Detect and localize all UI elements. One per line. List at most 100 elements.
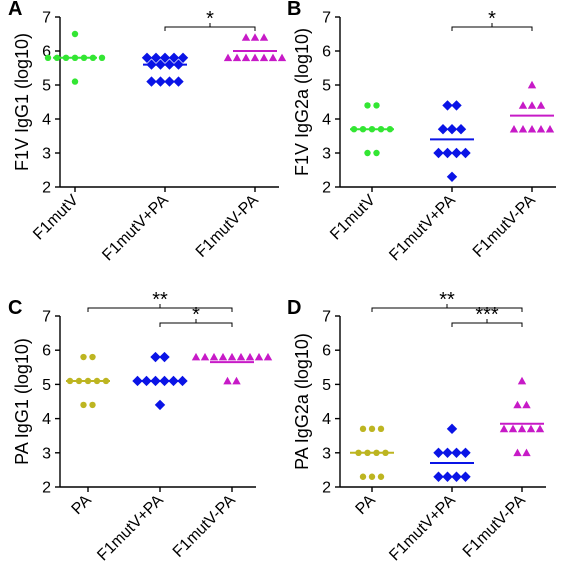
- y-tick-label: 5: [322, 78, 331, 95]
- y-axis-label: F1V IgG1 (log10): [12, 33, 32, 171]
- y-tick-label: 7: [42, 10, 51, 27]
- data-point: [150, 351, 161, 363]
- data-point: [71, 78, 79, 85]
- y-tick-label: 4: [322, 112, 331, 129]
- data-point: [535, 424, 545, 433]
- data-point: [89, 353, 96, 361]
- y-tick-label: 3: [42, 146, 51, 163]
- data-point: [451, 471, 462, 482]
- data-point: [364, 102, 371, 109]
- y-axis-label: F1V IgG2a (log10): [292, 28, 312, 176]
- x-category-label: F1mutV+PA: [386, 192, 459, 265]
- chart-panel-a: A 2 3 4 5 6 7 F1V IgG1 (log10) F1mutV F1mutV+PA F1…: [8, 0, 287, 264]
- x-category-label: F1mutV+PA: [94, 492, 167, 565]
- data-point: [442, 471, 453, 482]
- y-tick-label: 6: [322, 44, 331, 61]
- data-point: [141, 52, 153, 63]
- chart-panel-c: C 2 3 4 5 6 7 PA IgG1 (log10) PA F1mutV+PA F1mutV-…: [8, 289, 273, 565]
- y-axis-label: PA IgG1 (log10): [12, 338, 32, 465]
- y-tick-label: 4: [42, 411, 51, 428]
- data-point: [200, 352, 210, 361]
- y-tick-label: 7: [322, 10, 331, 27]
- x-category-label: F1mutV: [30, 192, 82, 244]
- data-point: [527, 125, 537, 133]
- y-tick-label: 3: [322, 445, 331, 462]
- data-point: [364, 149, 371, 157]
- y-tick-label: 4: [322, 411, 331, 428]
- data-point: [80, 353, 87, 361]
- data-point: [250, 53, 260, 62]
- data-point: [513, 448, 522, 457]
- data-point: [442, 100, 453, 111]
- data-point: [232, 53, 242, 62]
- y-tick-label: 3: [42, 445, 51, 462]
- panel-letter: D: [287, 297, 301, 319]
- data-point: [517, 424, 527, 433]
- data-point: [277, 53, 287, 62]
- data-point: [527, 80, 537, 89]
- x-category-label: F1mutV+PA: [386, 492, 459, 565]
- data-point: [218, 352, 228, 361]
- data-point: [451, 147, 462, 159]
- data-point: [536, 101, 546, 109]
- data-point: [227, 352, 237, 361]
- y-tick-label: 2: [42, 480, 51, 497]
- data-point: [146, 76, 157, 87]
- x-category-label: F1mutV-PA: [170, 492, 239, 561]
- data-point: [460, 447, 471, 458]
- data-point: [373, 149, 380, 157]
- data-point: [460, 471, 471, 482]
- y-tick-label: 7: [322, 309, 331, 326]
- data-point: [159, 52, 171, 63]
- data-point: [442, 147, 453, 159]
- data-point: [455, 124, 467, 135]
- chart-panel-b: B 2 3 4 5 6 7 F1V IgG2a (log10) F1mutV F1mutV+PA F…: [287, 0, 556, 264]
- data-point: [177, 52, 189, 63]
- data-point: [259, 53, 269, 62]
- y-axis-label: PA IgG2a (log10): [292, 333, 312, 470]
- data-point: [451, 447, 462, 458]
- data-point: [191, 352, 201, 361]
- data-point: [168, 52, 180, 63]
- data-point: [159, 351, 170, 363]
- data-point: [263, 352, 273, 361]
- data-point: [522, 400, 531, 409]
- data-point: [250, 33, 260, 41]
- panel-letter: A: [8, 0, 22, 20]
- data-point: [518, 101, 528, 109]
- data-point: [373, 102, 380, 109]
- data-point: [446, 124, 458, 135]
- data-point: [359, 425, 367, 433]
- panel-letter: B: [287, 0, 301, 20]
- data-point: [437, 124, 449, 135]
- data-point: [245, 352, 255, 361]
- y-tick-label: 3: [322, 146, 331, 163]
- x-category-label: F1mutV-PA: [193, 192, 262, 261]
- data-point: [223, 376, 232, 385]
- data-point: [254, 352, 264, 361]
- y-tick-label: 2: [42, 180, 51, 197]
- data-point: [223, 53, 233, 62]
- x-category-label: F1mutV-PA: [470, 192, 539, 261]
- data-point: [368, 473, 376, 480]
- data-point: [368, 425, 376, 433]
- data-point: [433, 471, 444, 482]
- data-point: [460, 147, 471, 159]
- data-point: [89, 401, 96, 409]
- x-category-label: F1mutV: [327, 192, 379, 244]
- x-category-label: F1mutV-PA: [460, 492, 529, 561]
- data-point: [509, 125, 519, 133]
- data-point: [177, 375, 188, 387]
- significance-label: *: [192, 304, 200, 326]
- data-point: [132, 375, 143, 387]
- data-point: [236, 352, 246, 361]
- data-point: [433, 447, 444, 458]
- data-point: [526, 424, 536, 433]
- data-point: [150, 52, 162, 63]
- x-category-label: PA: [353, 492, 380, 519]
- data-point: [451, 100, 462, 111]
- data-point: [522, 448, 531, 457]
- data-point: [241, 53, 251, 62]
- y-tick-label: 6: [42, 343, 51, 360]
- data-point: [527, 101, 537, 109]
